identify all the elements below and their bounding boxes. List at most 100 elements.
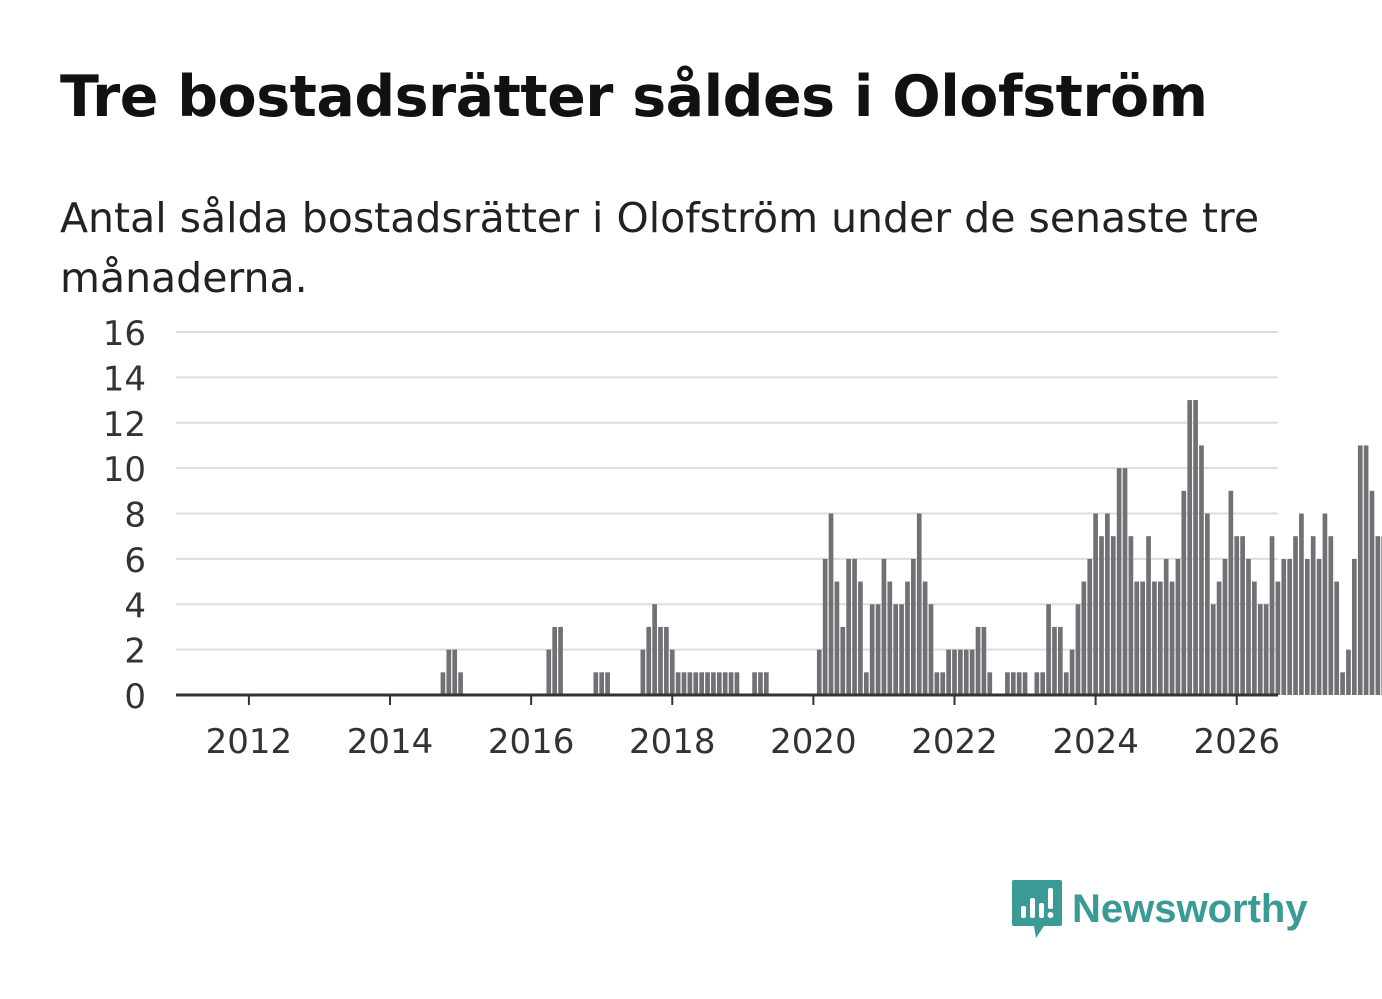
bar (1340, 672, 1345, 695)
bar (1105, 513, 1110, 695)
bar (734, 672, 740, 695)
bar (1228, 490, 1234, 695)
bar (1369, 490, 1375, 695)
bar (1205, 513, 1210, 695)
bar (1134, 581, 1140, 695)
bar (1246, 558, 1251, 695)
bar (1052, 626, 1057, 695)
y-tick-label: 16 (103, 314, 146, 354)
bar (728, 672, 734, 695)
bar (446, 649, 452, 695)
bar (1163, 558, 1169, 695)
bar (916, 513, 922, 695)
bar (605, 672, 610, 695)
bar (552, 626, 557, 695)
y-tick-label: 12 (103, 405, 146, 445)
x-tick-label: 2024 (1052, 722, 1139, 762)
bar (911, 558, 916, 695)
bar (1375, 536, 1381, 695)
newsworthy-logo-icon (1012, 880, 1062, 938)
bar (1363, 445, 1369, 695)
bar (758, 672, 763, 695)
bar (1128, 536, 1134, 695)
bar (1269, 536, 1275, 695)
bar (599, 672, 605, 695)
bar (899, 604, 904, 695)
bar (722, 672, 728, 695)
bar (1146, 536, 1151, 695)
bar (940, 672, 946, 695)
x-tick-label: 2022 (911, 722, 998, 762)
bar (952, 649, 957, 695)
bar (1299, 513, 1304, 695)
bar (693, 672, 699, 695)
bar (664, 626, 669, 695)
y-tick-label: 10 (103, 450, 146, 490)
bar (846, 558, 851, 695)
bar (1263, 604, 1269, 695)
x-tick-label: 2018 (629, 722, 716, 762)
bar (822, 558, 828, 695)
bar (1322, 513, 1328, 695)
bar (681, 672, 687, 695)
bar (1152, 581, 1157, 695)
bar (1034, 672, 1040, 695)
bar (969, 649, 975, 695)
bar (1169, 581, 1175, 695)
bar (658, 626, 663, 695)
bar (716, 672, 722, 695)
bar (1016, 672, 1022, 695)
bar (1193, 400, 1198, 695)
bar (1210, 604, 1216, 695)
newsworthy-logo-text: Newsworthy (1072, 886, 1308, 931)
x-tick-label: 2020 (770, 722, 857, 762)
chart-subtitle: Antal sålda bostadsrätter i Olofström un… (60, 194, 1260, 302)
bar (987, 672, 993, 695)
bar (922, 581, 928, 695)
bar (887, 581, 893, 695)
bar (440, 672, 446, 695)
bar (1287, 558, 1292, 695)
bar (963, 649, 969, 695)
bar (699, 672, 704, 695)
bar (869, 604, 875, 695)
bar (1334, 581, 1340, 695)
bar (1040, 672, 1046, 695)
bar (458, 672, 463, 695)
bar (1346, 649, 1351, 695)
bar (893, 604, 899, 695)
bar (593, 672, 599, 695)
bar (687, 672, 693, 695)
bar (834, 581, 840, 695)
bar (1304, 558, 1310, 695)
bar (1099, 536, 1104, 695)
bar (1316, 558, 1322, 695)
bar (711, 672, 716, 695)
bar (852, 558, 857, 695)
bar (1293, 536, 1298, 695)
bar (1140, 581, 1145, 695)
bar (1275, 581, 1281, 695)
bar (1063, 672, 1069, 695)
bar (1234, 536, 1240, 695)
bar (1081, 581, 1087, 695)
bar (1046, 604, 1051, 695)
bar (881, 558, 887, 695)
bar (905, 581, 910, 695)
y-tick-label: 2 (124, 632, 146, 672)
bar (1257, 604, 1263, 695)
bar (840, 626, 846, 695)
bar (1181, 490, 1187, 695)
bar (652, 604, 657, 695)
bar (1216, 581, 1222, 695)
bar (875, 604, 881, 695)
bar (1005, 672, 1010, 695)
bar (1357, 445, 1363, 695)
bar (958, 649, 963, 695)
bar (640, 649, 646, 695)
y-tick-label: 0 (124, 677, 146, 717)
y-tick-label: 8 (124, 496, 146, 536)
y-tick-label: 14 (103, 359, 146, 399)
bar (752, 672, 757, 695)
x-tick-label: 2014 (347, 722, 434, 762)
